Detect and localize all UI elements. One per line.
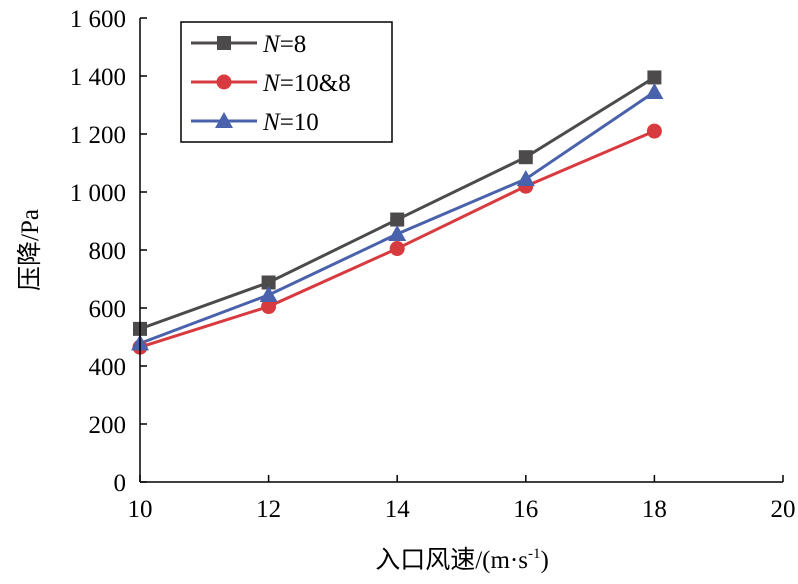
y-tick-label: 1 600 <box>70 6 126 33</box>
x-axis-title: 入口风速/(m·s-1) <box>375 546 549 574</box>
data-point-series-1 <box>390 213 404 227</box>
x-axis-title-exponent: -1 <box>528 546 541 562</box>
legend-label-2: N=10&8 <box>262 70 351 97</box>
y-tick-label: 1 000 <box>70 180 126 207</box>
y-tick-label: 800 <box>89 238 127 265</box>
y-tick-label: 0 <box>114 470 127 497</box>
y-tick-label: 1 400 <box>70 64 126 91</box>
y-tick-label: 400 <box>89 354 127 381</box>
data-point-series-1 <box>647 70 661 84</box>
legend-marker-2 <box>217 75 232 90</box>
legend-label-1: N=8 <box>262 31 306 58</box>
y-tick-label: 200 <box>89 412 127 439</box>
data-point-series-3 <box>645 83 663 99</box>
legend-label-3: N=10 <box>262 109 319 136</box>
tick-labels-layer: 0 200 400 600 800 1 000 1 200 1 400 1 600 10 12 14 1… <box>70 6 796 523</box>
data-point-series-2 <box>390 241 405 256</box>
x-tick-label: 20 <box>771 496 796 523</box>
line-chart: 0 200 400 600 800 1 000 1 200 1 400 1 600 10 12 14 1… <box>0 0 798 584</box>
legend-label-value: =10 <box>280 109 319 136</box>
legend-label-variable: N <box>262 109 281 136</box>
x-axis-title-main: 入口风速/(m·s <box>375 546 528 574</box>
legend-label-value: =10&8 <box>280 70 351 97</box>
x-tick-label: 10 <box>128 496 153 523</box>
legend-label-value: =8 <box>280 31 307 58</box>
x-axis-title-close: ) <box>540 547 548 574</box>
data-point-series-2 <box>647 124 662 139</box>
data-point-series-3 <box>388 225 406 241</box>
x-tick-label: 18 <box>642 496 667 523</box>
y-tick-label: 1 200 <box>70 122 126 149</box>
legend: N=8N=10&8N=10 <box>181 22 392 142</box>
x-tick-label: 12 <box>256 496 281 523</box>
legend-label-variable: N <box>262 70 281 97</box>
legend-label-variable: N <box>262 31 281 58</box>
x-tick-label: 16 <box>513 496 538 523</box>
data-point-series-3 <box>517 170 535 186</box>
data-point-series-1 <box>519 150 533 164</box>
y-tick-label: 600 <box>89 296 127 323</box>
x-tick-label: 14 <box>385 496 411 523</box>
y-axis-title: 压降/Pa <box>16 209 44 291</box>
legend-marker-1 <box>217 36 231 50</box>
